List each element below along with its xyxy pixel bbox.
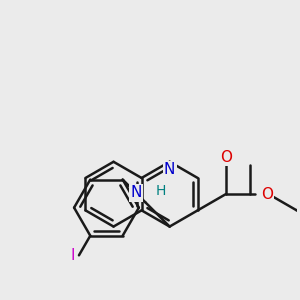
Text: H: H bbox=[155, 184, 166, 198]
Text: N: N bbox=[164, 162, 175, 177]
Text: N: N bbox=[130, 185, 141, 200]
Text: I: I bbox=[70, 248, 75, 263]
Text: O: O bbox=[220, 150, 232, 165]
Text: O: O bbox=[261, 187, 273, 202]
